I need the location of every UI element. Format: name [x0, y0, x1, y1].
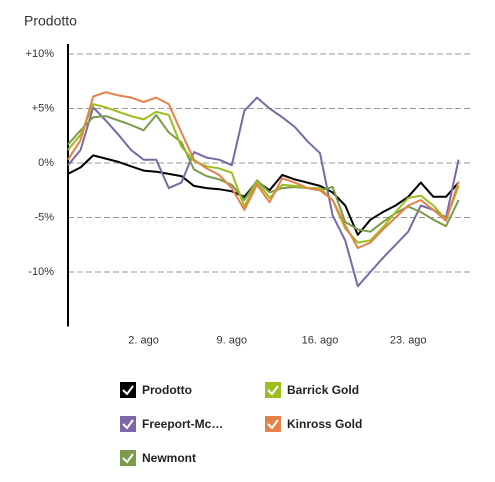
legend-label[interactable]: Newmont	[142, 451, 196, 465]
y-tick-label: -10%	[28, 266, 54, 278]
legend-check[interactable]	[267, 419, 279, 430]
x-tick-label: 9. ago	[217, 334, 248, 346]
legend-item[interactable]: Freeport-Mc…	[120, 416, 223, 432]
legend-checkbox[interactable]	[265, 382, 281, 398]
series-line	[67, 103, 460, 244]
y-tick-label: -5%	[34, 211, 54, 223]
y-tick-label: 0%	[38, 157, 54, 169]
legend-check[interactable]	[122, 419, 134, 430]
series-line	[67, 91, 460, 249]
legend-item[interactable]: Newmont	[120, 450, 196, 466]
legend-check[interactable]	[122, 453, 134, 464]
x-tick-label: 23. ago	[390, 334, 427, 346]
series-line	[67, 96, 460, 288]
legend-label[interactable]: Freeport-Mc…	[142, 417, 223, 431]
chart-title: Prodotto	[24, 13, 77, 29]
x-tick-label: 2. ago	[128, 334, 159, 346]
legend-item[interactable]: Barrick Gold	[265, 382, 359, 398]
legend-checkbox[interactable]	[120, 382, 136, 398]
legend-checkbox[interactable]	[120, 450, 136, 466]
legend-checkbox[interactable]	[120, 416, 136, 432]
y-tick-label: +10%	[26, 48, 55, 60]
legend-item[interactable]: Prodotto	[120, 382, 192, 398]
legend-check[interactable]	[122, 385, 134, 396]
x-tick-label: 16. ago	[302, 334, 339, 346]
legend-label[interactable]: Prodotto	[142, 383, 192, 397]
y-tick-label: +5%	[32, 102, 55, 114]
legend-check[interactable]	[267, 385, 279, 396]
legend-item[interactable]: Kinross Gold	[265, 416, 362, 432]
legend-label[interactable]: Barrick Gold	[287, 383, 359, 397]
legend-label[interactable]: Kinross Gold	[287, 417, 362, 431]
legend-checkbox[interactable]	[265, 416, 281, 432]
